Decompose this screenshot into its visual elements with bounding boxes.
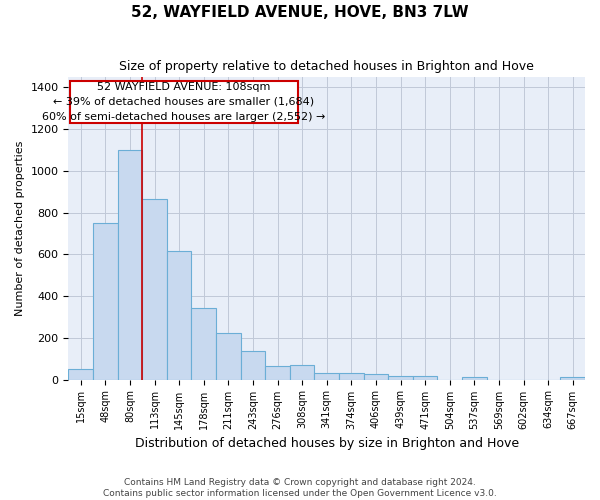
Bar bbox=[560, 377, 585, 380]
Text: 52, WAYFIELD AVENUE, HOVE, BN3 7LW: 52, WAYFIELD AVENUE, HOVE, BN3 7LW bbox=[131, 5, 469, 20]
Bar bbox=[93, 223, 118, 380]
Text: Contains HM Land Registry data © Crown copyright and database right 2024.
Contai: Contains HM Land Registry data © Crown c… bbox=[103, 478, 497, 498]
Bar bbox=[290, 365, 314, 380]
Bar bbox=[241, 352, 265, 380]
Bar bbox=[118, 150, 142, 380]
Bar bbox=[265, 366, 290, 380]
Bar bbox=[462, 377, 487, 380]
Bar bbox=[364, 374, 388, 380]
Bar bbox=[68, 369, 93, 380]
Y-axis label: Number of detached properties: Number of detached properties bbox=[15, 140, 25, 316]
FancyBboxPatch shape bbox=[70, 81, 298, 123]
X-axis label: Distribution of detached houses by size in Brighton and Hove: Distribution of detached houses by size … bbox=[134, 437, 519, 450]
Bar bbox=[413, 376, 437, 380]
Bar bbox=[216, 332, 241, 380]
Bar bbox=[314, 374, 339, 380]
Title: Size of property relative to detached houses in Brighton and Hove: Size of property relative to detached ho… bbox=[119, 60, 534, 73]
Bar bbox=[167, 251, 191, 380]
Bar bbox=[191, 308, 216, 380]
Bar bbox=[388, 376, 413, 380]
Bar bbox=[142, 199, 167, 380]
Bar bbox=[339, 374, 364, 380]
Text: 52 WAYFIELD AVENUE: 108sqm
← 39% of detached houses are smaller (1,684)
60% of s: 52 WAYFIELD AVENUE: 108sqm ← 39% of deta… bbox=[43, 82, 326, 122]
